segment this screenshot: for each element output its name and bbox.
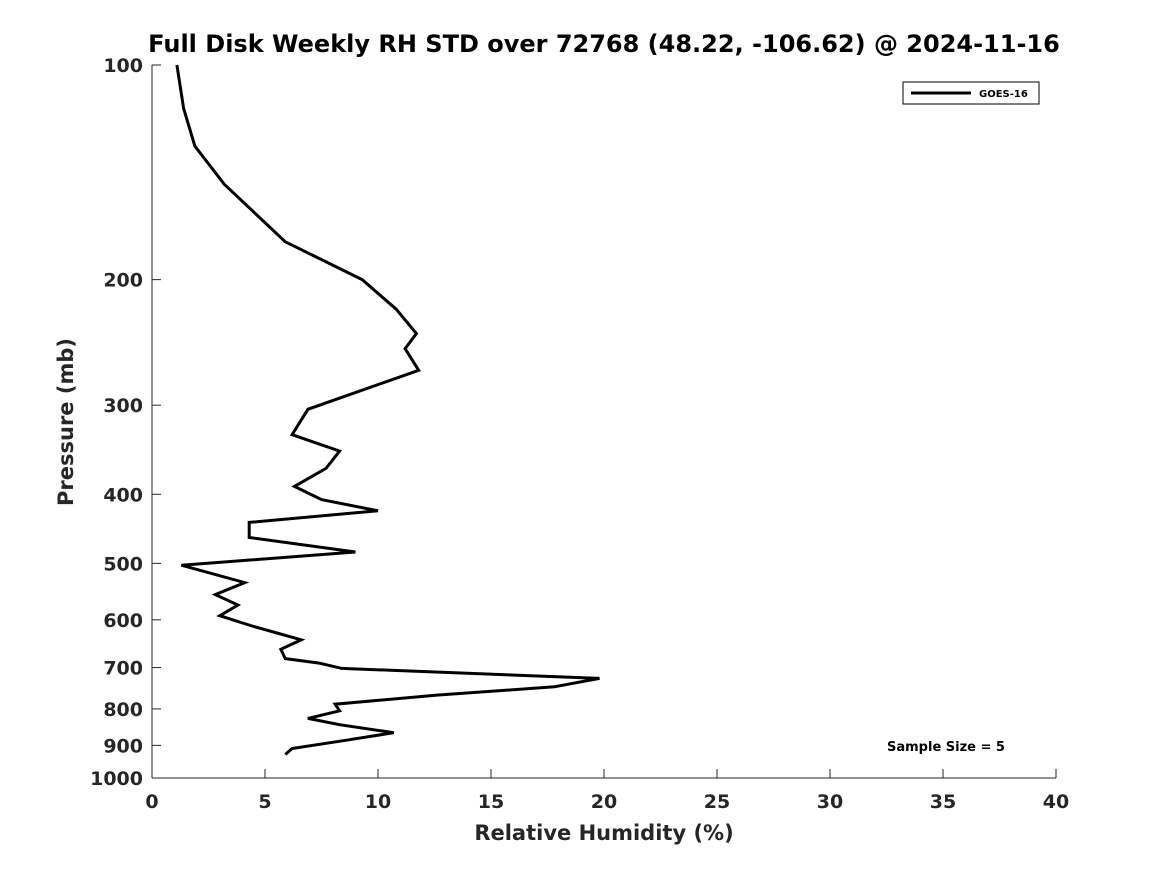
y-tick-label: 100	[103, 55, 143, 77]
x-tick-label: 25	[704, 791, 730, 813]
x-tick-label: 35	[930, 791, 956, 813]
x-tick-label: 30	[817, 791, 843, 813]
series-line-goes-16	[175, 64, 600, 756]
y-tick-label: 500	[103, 553, 143, 575]
x-tick-label: 20	[591, 791, 617, 813]
y-tick-label: 700	[103, 658, 143, 680]
x-tick-label: 15	[478, 791, 504, 813]
y-axis-label: Pressure (mb)	[54, 338, 78, 506]
series-layer	[175, 64, 600, 756]
chart-title: Full Disk Weekly RH STD over 72768 (48.2…	[148, 30, 1060, 58]
y-tick-label: 300	[103, 395, 143, 417]
y-tick-label: 800	[103, 699, 143, 721]
x-tick-label: 40	[1043, 791, 1069, 813]
plot-area	[151, 65, 1056, 779]
sample-size-annotation: Sample Size = 5	[887, 740, 1005, 755]
y-tick-label: 900	[103, 735, 143, 757]
legend-entry-goes-16: GOES-16	[979, 89, 1028, 100]
x-tick-label: 10	[365, 791, 391, 813]
x-axis-label: Relative Humidity (%)	[474, 821, 733, 845]
x-tick-label: 5	[258, 791, 271, 813]
x-axis: 0 5 10 15 20 25 30 35 40	[145, 769, 1069, 813]
legend: GOES-16	[902, 81, 1040, 105]
y-tick-label: 600	[103, 610, 143, 632]
y-axis: 100 200 300 400 500 600 700 800 900 1000	[90, 55, 161, 790]
y-tick-label: 1000	[90, 768, 143, 790]
x-tick-label: 0	[145, 791, 158, 813]
y-tick-label: 400	[103, 484, 143, 506]
y-tick-label: 200	[103, 270, 143, 292]
